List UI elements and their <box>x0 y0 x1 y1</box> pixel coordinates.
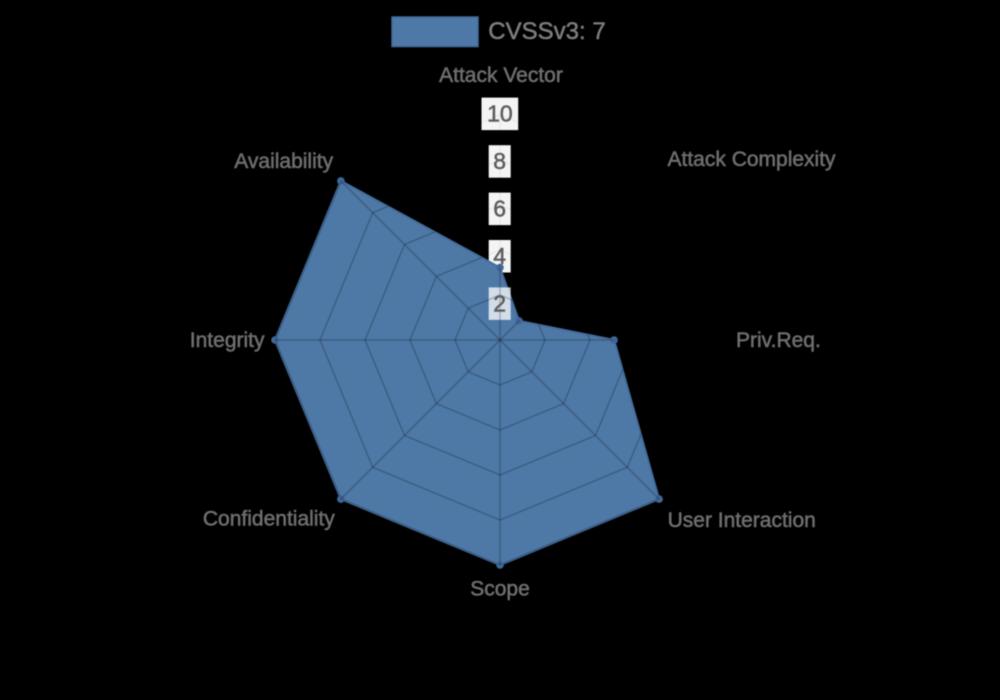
svg-text:Priv.Req.: Priv.Req. <box>736 329 821 352</box>
svg-text:4: 4 <box>493 243 506 269</box>
svg-text:Confidentiality: Confidentiality <box>203 508 335 531</box>
svg-text:2: 2 <box>493 290 506 316</box>
svg-text:Attack Complexity: Attack Complexity <box>668 148 837 171</box>
svg-text:Attack Vector: Attack Vector <box>439 64 563 87</box>
svg-text:CVSSv3: 7: CVSSv3: 7 <box>488 18 605 45</box>
svg-text:Scope: Scope <box>470 578 530 601</box>
svg-text:6: 6 <box>493 196 506 222</box>
svg-text:Integrity: Integrity <box>190 329 265 352</box>
svg-text:8: 8 <box>493 148 506 174</box>
svg-text:Availability: Availability <box>234 150 333 173</box>
svg-text:User Interaction: User Interaction <box>668 509 816 532</box>
svg-text:10: 10 <box>487 101 513 127</box>
